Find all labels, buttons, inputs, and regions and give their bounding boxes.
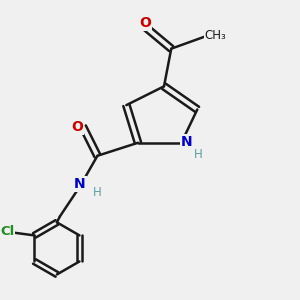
- Text: CH₃: CH₃: [205, 29, 226, 42]
- Text: N: N: [74, 177, 86, 191]
- Text: H: H: [194, 148, 203, 161]
- Text: Cl: Cl: [0, 225, 14, 238]
- Text: O: O: [139, 16, 151, 30]
- Text: H: H: [92, 186, 101, 199]
- Text: O: O: [71, 120, 83, 134]
- Text: N: N: [181, 135, 192, 149]
